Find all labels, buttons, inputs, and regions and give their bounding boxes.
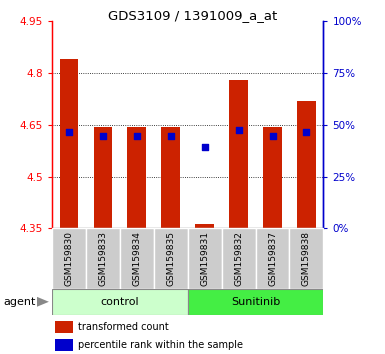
Bar [52, 228, 86, 289]
Text: GSM159835: GSM159835 [166, 231, 175, 286]
Point [270, 133, 276, 139]
Text: GSM159832: GSM159832 [234, 231, 243, 286]
Point [66, 129, 72, 135]
Bar [290, 228, 323, 289]
Bar [55, 339, 73, 351]
Point [167, 133, 174, 139]
Bar [229, 80, 248, 228]
Text: Sunitinib: Sunitinib [231, 297, 280, 307]
Bar [60, 59, 78, 228]
Text: GSM159834: GSM159834 [132, 231, 141, 286]
Text: GSM159831: GSM159831 [200, 231, 209, 286]
Bar [94, 126, 112, 228]
Point [134, 133, 140, 139]
Bar [297, 101, 316, 228]
Bar [188, 228, 222, 289]
Text: transformed count: transformed count [78, 322, 169, 332]
Bar [86, 228, 120, 289]
Bar [222, 228, 256, 289]
Bar [127, 126, 146, 228]
Text: GSM159837: GSM159837 [268, 231, 277, 286]
Text: agent: agent [4, 297, 36, 307]
Bar [120, 228, 154, 289]
Point [202, 144, 208, 150]
Text: GDS3109 / 1391009_a_at: GDS3109 / 1391009_a_at [108, 9, 277, 22]
Bar [256, 228, 290, 289]
Polygon shape [37, 297, 49, 307]
Text: control: control [100, 297, 139, 307]
Bar [52, 289, 188, 315]
Text: GSM159838: GSM159838 [302, 231, 311, 286]
Bar [188, 289, 323, 315]
Bar [195, 224, 214, 228]
Bar [263, 126, 282, 228]
Text: percentile rank within the sample: percentile rank within the sample [78, 340, 243, 350]
Bar [55, 321, 73, 333]
Bar [161, 126, 180, 228]
Text: GSM159830: GSM159830 [64, 231, 74, 286]
Point [236, 127, 242, 133]
Point [100, 133, 106, 139]
Point [303, 129, 310, 135]
Bar [154, 228, 187, 289]
Text: GSM159833: GSM159833 [98, 231, 107, 286]
